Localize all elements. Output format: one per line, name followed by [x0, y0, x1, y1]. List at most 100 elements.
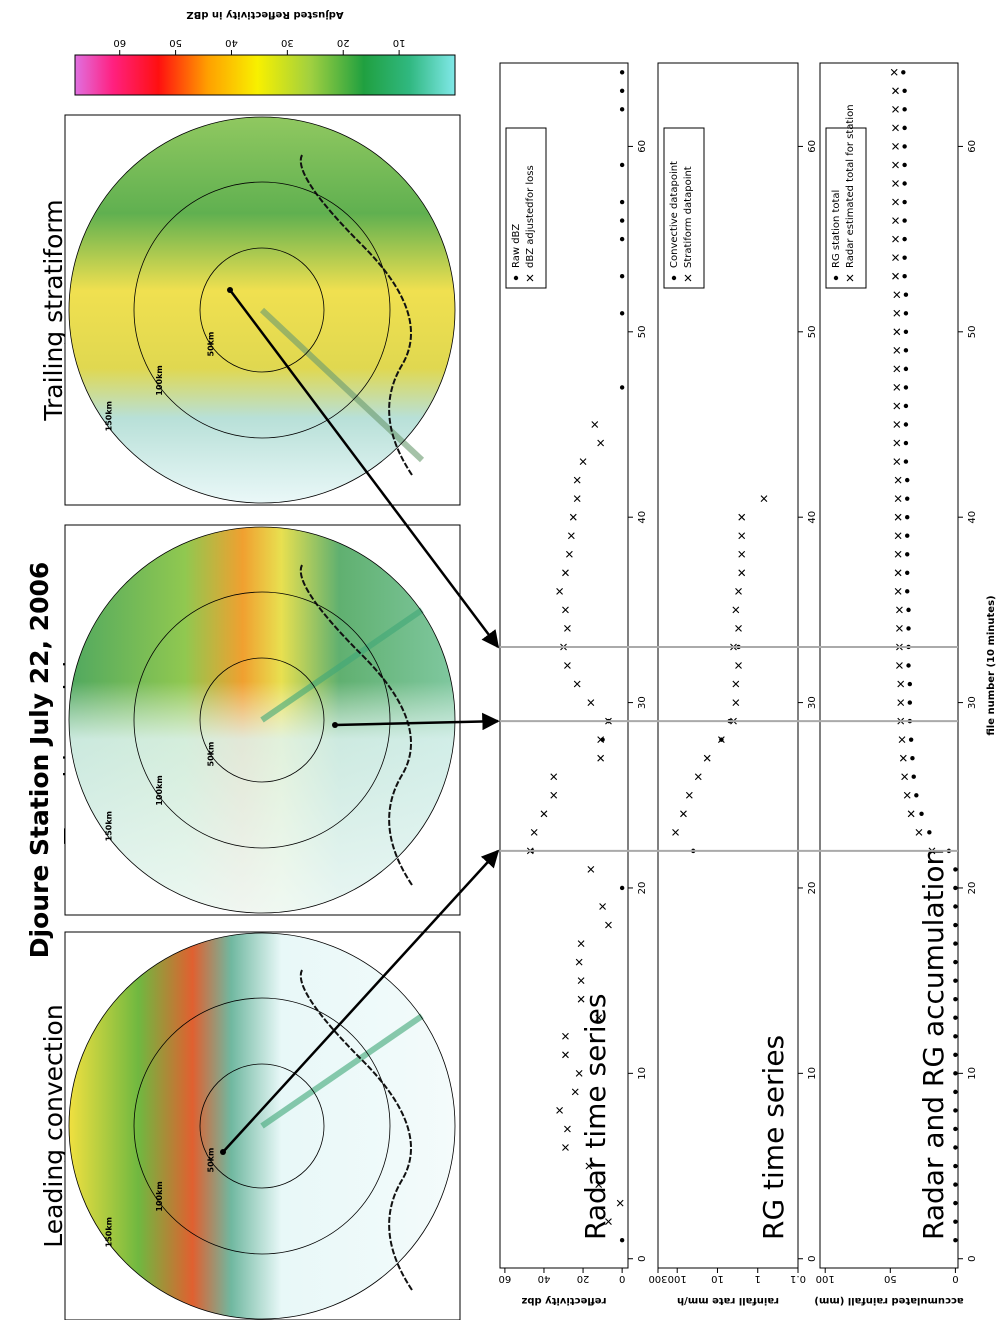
x-tick-label: 20 — [807, 882, 818, 895]
data-point — [893, 365, 901, 373]
data-point — [906, 626, 911, 631]
data-point — [619, 199, 625, 205]
data-point — [903, 459, 909, 464]
legend-symbol — [846, 274, 854, 282]
x-tick-label: 40 — [637, 511, 648, 524]
range-ring — [68, 932, 456, 1320]
data-point — [902, 236, 907, 242]
data-point — [892, 87, 899, 95]
range-ring-label: 100km — [155, 775, 164, 805]
range-ring — [68, 116, 456, 504]
data-point — [562, 1032, 569, 1040]
y-tick-label: 300 — [648, 1273, 667, 1284]
data-point — [587, 866, 595, 873]
data-point — [732, 680, 740, 688]
data-point — [953, 996, 958, 1002]
data-point — [893, 309, 901, 317]
data-point — [605, 1218, 612, 1226]
data-point — [892, 180, 899, 187]
range-ring — [133, 997, 391, 1255]
data-point — [903, 440, 909, 446]
y-tick-label: 0.1 — [790, 1273, 806, 1284]
panel-title: Radar time series — [579, 994, 612, 1240]
y-tick-label: 0 — [619, 1273, 625, 1284]
colorbar-tick-label: 20 — [337, 37, 350, 48]
x-tick-label: 0 — [637, 1256, 648, 1262]
x-tick-label: 0 — [807, 1256, 818, 1262]
legend-symbol — [833, 275, 839, 281]
x-tick-label: 60 — [807, 140, 818, 153]
y-tick-label: 20 — [577, 1273, 590, 1284]
data-point — [595, 1014, 603, 1022]
data-point — [903, 311, 909, 316]
data-point — [619, 1237, 625, 1243]
data-point — [577, 995, 585, 1003]
data-point — [569, 513, 577, 521]
data-point — [905, 477, 910, 483]
data-point — [597, 736, 605, 744]
radar-beam — [259, 307, 425, 463]
legend-label: RG station total — [831, 190, 842, 268]
colorbar-label: Adjusted Reflectivity in dBZ — [186, 9, 343, 20]
data-point — [953, 1219, 958, 1224]
data-point — [902, 199, 907, 205]
data-point — [735, 662, 742, 669]
y-tick-label: 10 — [711, 1273, 724, 1284]
plot-frame — [499, 62, 629, 1269]
border-line — [299, 564, 413, 886]
x-tick-label: 40 — [807, 511, 818, 524]
data-point — [893, 291, 901, 299]
data-point — [738, 569, 746, 577]
data-point — [894, 569, 902, 577]
data-point — [894, 495, 902, 503]
legend-symbol — [513, 275, 519, 281]
data-point — [894, 476, 902, 484]
range-ring-label: 100km — [155, 365, 164, 395]
data-point — [738, 550, 746, 558]
data-point — [738, 513, 746, 521]
legend-label: Stratiform datapoint — [683, 166, 694, 268]
data-point — [905, 496, 910, 501]
data-point — [896, 625, 903, 632]
panel-title: RG time series — [757, 1035, 790, 1240]
colorbar-gradient — [74, 54, 456, 96]
legend-box — [663, 127, 705, 289]
colorbar-tick-label: 30 — [281, 37, 294, 48]
legend-symbol — [671, 275, 677, 281]
data-point — [902, 107, 907, 112]
x-tick-label: 30 — [637, 696, 648, 709]
data-point — [953, 1163, 958, 1169]
data-point — [899, 754, 907, 762]
data-point — [892, 217, 899, 224]
data-point — [894, 550, 902, 558]
data-point — [953, 1200, 958, 1206]
data-point — [903, 292, 909, 297]
data-point — [732, 699, 740, 706]
data-point — [892, 143, 899, 150]
data-point — [577, 977, 585, 985]
data-point — [575, 1069, 583, 1077]
range-ring-label: 150km — [104, 401, 113, 431]
data-point — [732, 606, 740, 614]
colorbar-tick-label: 10 — [393, 37, 406, 48]
data-point — [902, 144, 907, 149]
data-point — [905, 589, 910, 594]
data-point — [556, 587, 563, 595]
data-point — [903, 385, 909, 390]
arrow — [229, 289, 500, 649]
data-point — [577, 940, 585, 947]
range-ring-label: 50km — [207, 332, 216, 357]
data-point — [915, 828, 923, 836]
panel-title: Radar and RG accumulation — [917, 848, 950, 1240]
range-ring — [68, 526, 456, 914]
data-point — [556, 1107, 563, 1114]
data-point — [892, 105, 899, 113]
data-point — [892, 124, 899, 132]
figure-title: Djoure Station July 22, 2006 — [25, 562, 54, 959]
colorbar: 10 20 30 40 50 60 Adjusted Reflectivity in dBZ — [74, 9, 456, 96]
y-axis-label: rainfall rate mm/h — [677, 1295, 779, 1306]
data-point — [902, 88, 907, 94]
data-point — [575, 958, 583, 966]
x-tick-label: 50 — [637, 325, 648, 338]
data-point — [953, 922, 958, 928]
